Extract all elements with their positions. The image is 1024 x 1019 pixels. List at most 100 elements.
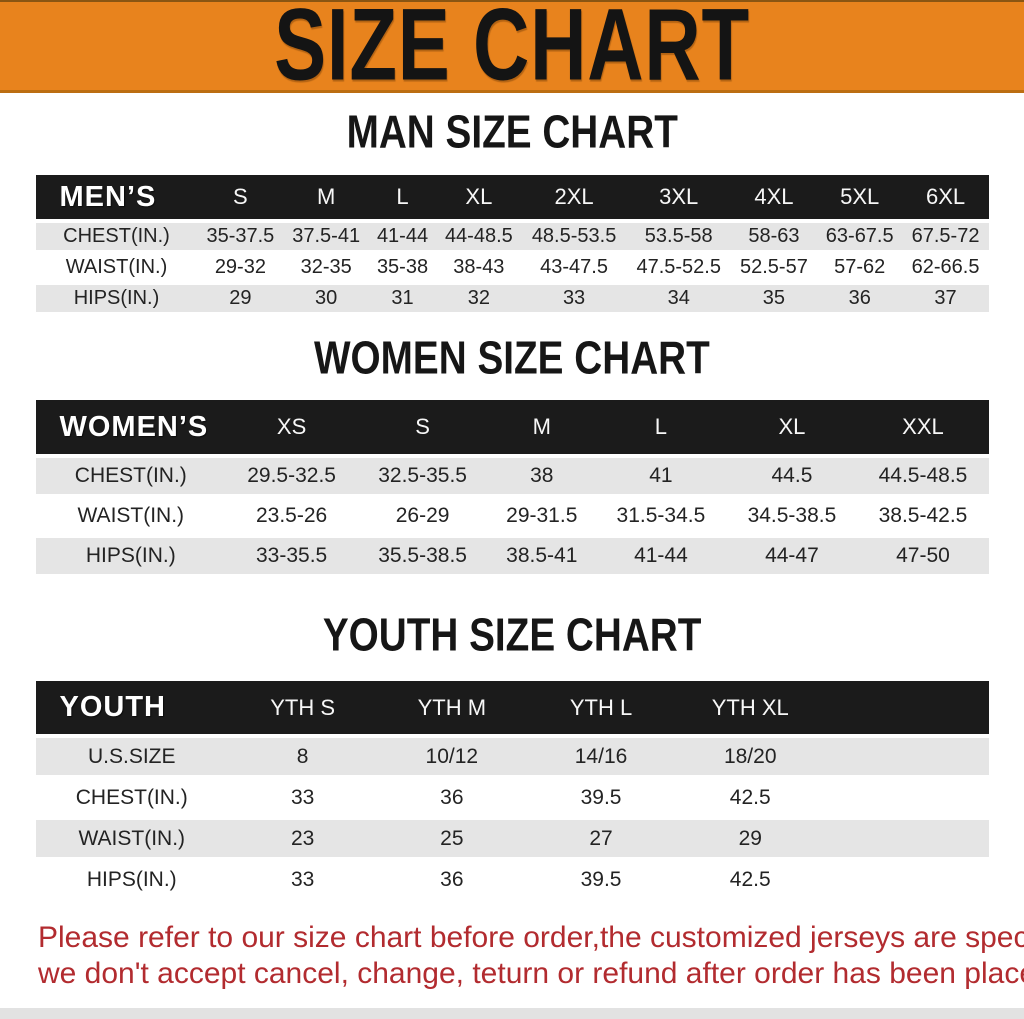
column-header: 3XL [659,184,699,209]
table-header-row: YOUTH YTH S YTH M YTH L YTH XL [35,681,989,734]
row-label: HIPS(IN.) [73,287,160,309]
table-row: CHEST(IN.) 29.5-32.5 32.5-35.5 38 41 44.5 44.5… [35,458,989,494]
table-cell: 36 [440,785,464,809]
table-row: HIPS(IN.) 33-35.5 35.5-38.5 38.5-41 41-44 44-… [35,538,989,574]
table-cell: 29 [738,826,762,850]
column-header: YTH M [417,694,487,720]
column-header: L [654,414,668,439]
column-header-blank [825,681,989,734]
table-cell: 8 [296,744,309,768]
youth-size-table: YOUTH YTH S YTH M YTH L YTH XL U.S.SIZE 8 10/12… [35,677,989,902]
table-cell: 30 [315,287,338,309]
column-header: M [532,414,551,439]
table-cell: 31 [391,287,414,309]
column-header: YTH S [270,694,336,720]
column-header: XXL [902,414,944,439]
table-cell: 33 [290,867,315,891]
table-cell: 44.5 [771,464,813,487]
row-label: U.S.SIZE [88,744,176,768]
table-cell: 53.5-58 [644,225,713,247]
youth-size-chart-heading-text: YOUTH SIZE CHART [322,609,702,662]
table-row: HIPS(IN.) 33 36 39.5 42.5 [35,861,989,898]
column-header: XS [276,414,307,439]
table-cell: 44.5-48.5 [878,464,968,487]
table-cell: 35.5-38.5 [378,544,467,567]
column-header: L [396,184,409,209]
table-cell: 67.5-72 [911,225,980,247]
table-row: CHEST(IN.) 33 36 39.5 42.5 [35,779,989,816]
table-cell: 29-32 [214,256,266,278]
table-cell: 14/16 [574,744,628,768]
table-row: HIPS(IN.) 29 30 31 32 33 34 35 36 37 [35,285,989,312]
table-cell: 33 [562,287,586,309]
man-size-chart-heading: MAN SIZE CHART [0,108,1024,156]
column-header: YTH XL [711,694,789,720]
table-row: U.S.SIZE 8 10/12 14/16 18/20 [35,738,989,775]
disclaimer-text: Please refer to our size chart before or… [38,920,1024,992]
column-header: YTH L [569,694,633,720]
table-cell: 39.5 [580,867,622,891]
table-cell: 36 [440,867,464,891]
table-cell: 34.5-38.5 [747,504,837,527]
table-cell: 23.5-26 [255,504,328,527]
column-header: XL [465,184,493,209]
table-cell: 31.5-34.5 [616,504,706,527]
table-cell: 38.5-42.5 [878,504,968,527]
disclaimer-line-1: Please refer to our size chart before or… [38,921,1024,954]
table-cell-blank [825,820,989,857]
column-header: 5XL [840,184,880,209]
table-cell: 62-66.5 [911,256,980,278]
table-cell: 35-38 [376,256,429,278]
table-cell: 32.5-35.5 [378,464,467,487]
row-label: CHEST(IN.) [63,225,170,247]
table-cell: 63-67.5 [825,225,894,247]
table-cell: 25 [440,826,464,850]
table-corner-label: WOMEN’S [59,410,209,443]
table-cell: 29 [229,287,252,309]
table-corner-label: MEN’S [59,180,157,213]
table-cell: 44-47 [765,544,819,567]
table-corner-label: YOUTH [59,691,166,723]
table-cell: 41-44 [634,544,688,567]
row-label: CHEST(IN.) [74,464,187,487]
table-cell: 27 [589,826,613,850]
women-size-chart-heading: WOMEN SIZE CHART [0,334,1024,382]
row-label: WAIST(IN.) [77,504,185,527]
column-header: 6XL [925,184,966,209]
table-cell: 44-48.5 [444,225,513,247]
row-label: CHEST(IN.) [75,785,188,809]
column-header: S [233,184,248,209]
column-header: S [415,414,430,439]
table-cell: 33-35.5 [255,544,328,567]
row-label: WAIST(IN.) [78,826,186,850]
table-header-row: WOMEN’S XS S M L XL XXL [35,400,989,454]
table-row: WAIST(IN.) 23.5-26 26-29 29-31.5 31.5-34.5 34… [35,498,989,534]
table-cell: 43-47.5 [540,256,608,278]
table-cell: 35-37.5 [206,225,275,247]
table-cell: 38-43 [453,256,505,278]
table-cell: 41-44 [376,225,429,247]
column-header: M [317,184,336,209]
youth-size-chart-heading: YOUTH SIZE CHART [0,609,1024,662]
table-cell-blank [825,738,989,775]
banner-title: SIZE CHART [274,0,750,93]
table-row: WAIST(IN.) 23 25 27 29 [35,820,989,857]
table-cell: 42.5 [729,785,771,809]
table-row: WAIST(IN.) 29-32 32-35 35-38 38-43 43-47.5 47.… [35,254,989,281]
table-cell-blank [825,779,989,816]
table-row: CHEST(IN.) 35-37.5 37.5-41 41-44 44-48.5 48.5… [35,223,989,250]
table-cell: 23 [290,826,315,850]
table-cell-blank [825,861,989,898]
bottom-divider-strip [0,1008,1024,1019]
table-cell: 32 [467,287,490,309]
column-header: 4XL [754,184,794,209]
mens-size-table: MEN’S S M L XL 2XL 3XL 4XL 5XL 6XL CHEST(IN.) 35-37… [35,171,989,316]
womens-size-table: WOMEN’S XS S M L XL XXL CHEST(IN.) 29.5-32.5 32.5… [35,396,989,578]
table-header-row: MEN’S S M L XL 2XL 3XL 4XL 5XL 6XL [35,175,989,219]
table-cell: 47.5-52.5 [636,256,721,278]
table-cell: 47-50 [896,544,950,567]
table-cell: 26-29 [395,504,450,527]
table-cell: 35 [762,287,786,309]
table-cell: 29.5-32.5 [247,464,336,487]
size-chart-banner: SIZE CHART [0,0,1024,93]
